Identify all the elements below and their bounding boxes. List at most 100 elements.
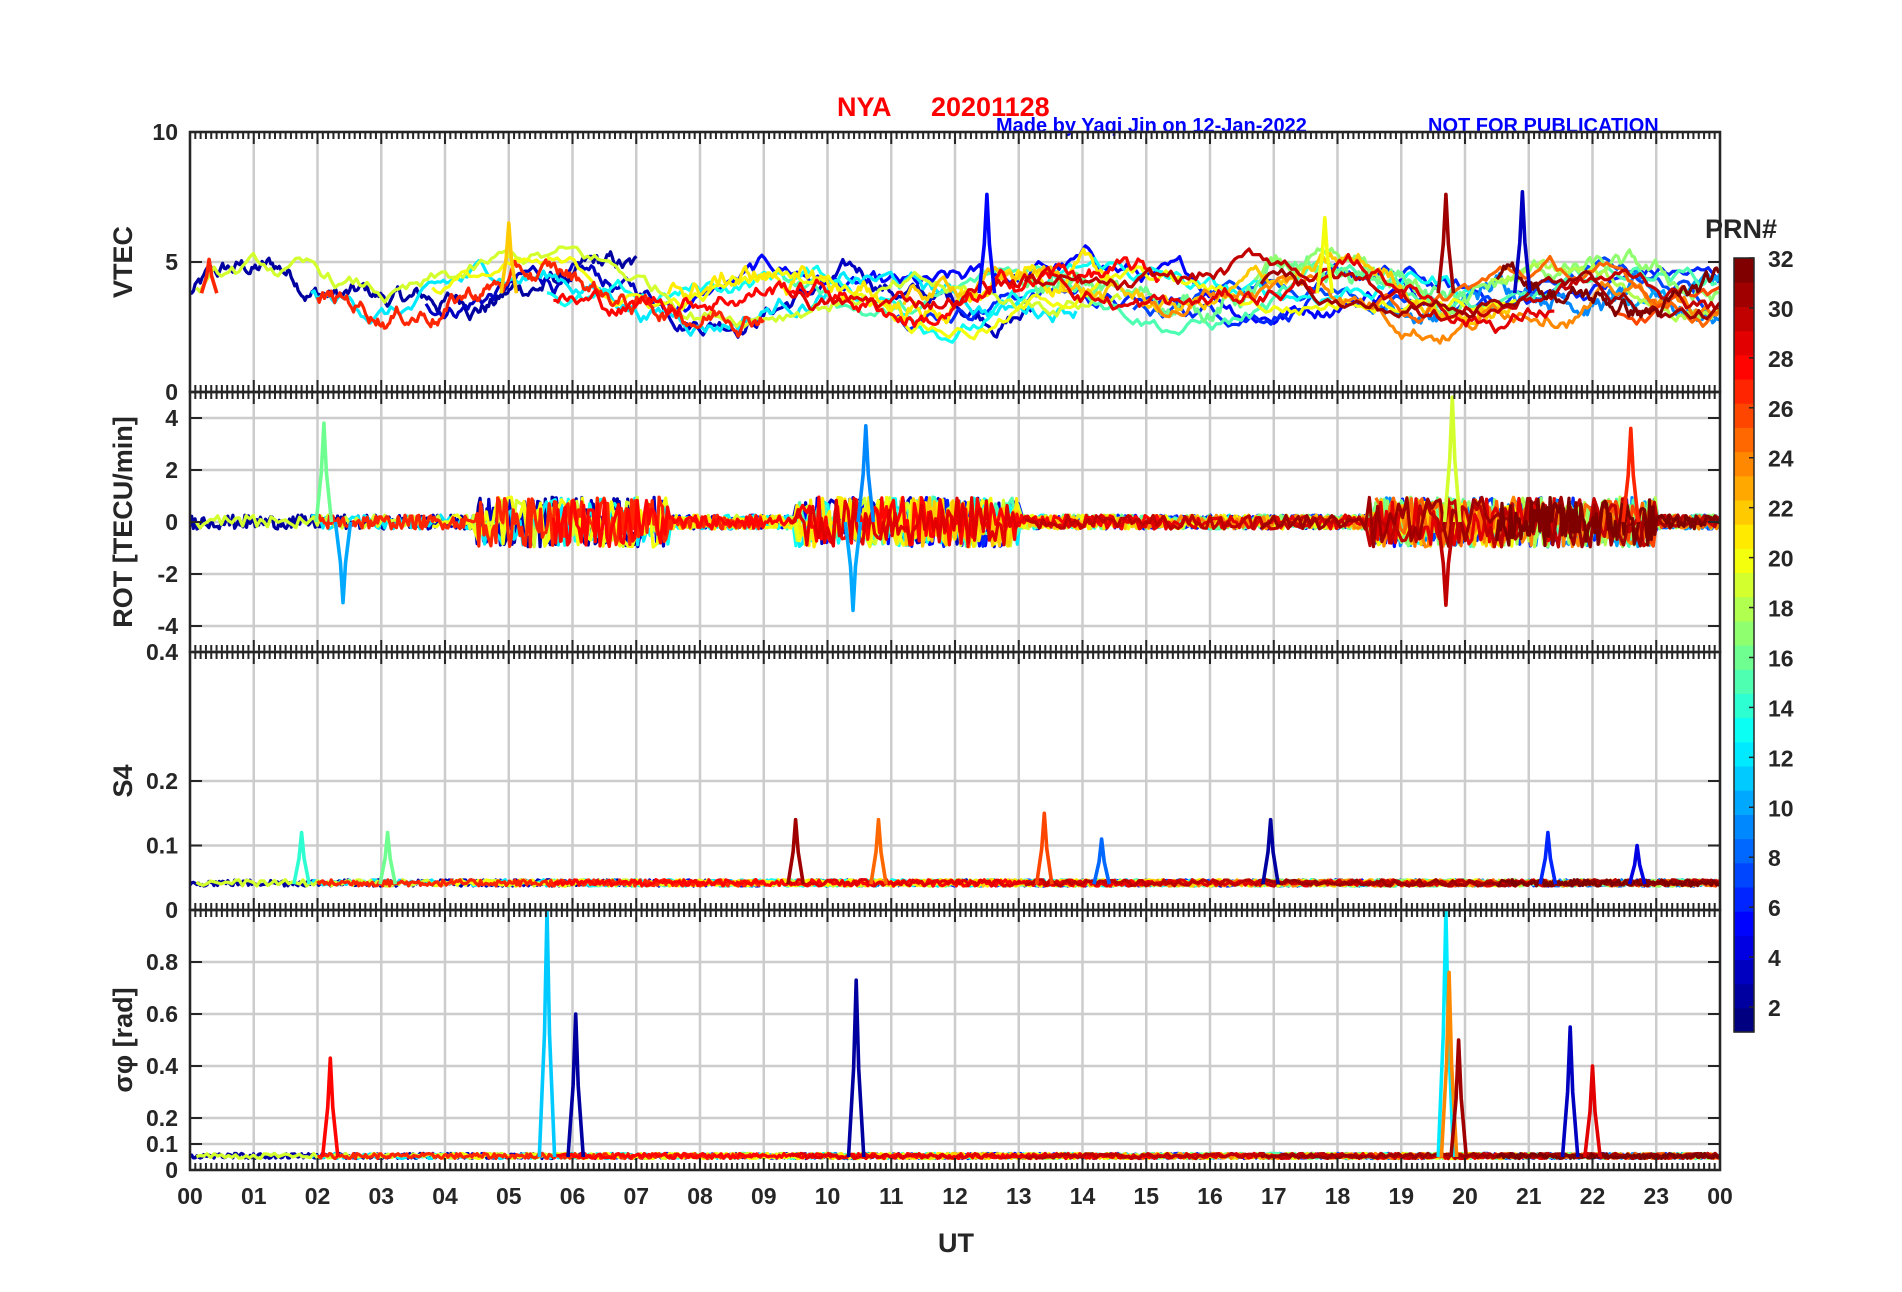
y-tick-label: 2: [165, 457, 178, 483]
colorbar-segment: [1734, 862, 1754, 888]
x-tick-label: 16: [1197, 1183, 1223, 1209]
feature-peak: [314, 421, 334, 523]
series-group: [190, 910, 1720, 1161]
x-tick-label: 14: [1070, 1183, 1096, 1209]
feature-peak: [292, 830, 311, 885]
x-tick-label: 06: [560, 1183, 586, 1209]
y-tick-label: 0.1: [146, 1131, 178, 1157]
colorbar-tick-label: 22: [1768, 496, 1794, 522]
y-tick-label: 10: [152, 119, 178, 145]
series-prn-28: [551, 495, 1161, 549]
y-tick-label: 0: [165, 509, 178, 535]
y-tick-label: 0: [165, 379, 178, 405]
colorbar-segment: [1734, 282, 1754, 307]
colorbar-segment: [1734, 645, 1754, 670]
series-group: [190, 190, 1720, 345]
series-prn-17: [1253, 246, 1720, 321]
panel-1: 0 5 10 VTEC: [108, 119, 1722, 405]
colorbar-segment: [1734, 403, 1754, 428]
x-tick-label: 02: [305, 1183, 331, 1209]
feature-peak: [378, 830, 398, 885]
colorbar-tick-label: 20: [1768, 546, 1794, 572]
series-prn-31: [1259, 495, 1720, 549]
colorbar-segment: [1734, 524, 1754, 549]
colorbar-segment: [1734, 548, 1754, 574]
x-tick-label: 17: [1261, 1183, 1287, 1209]
y-tick-label: 0.1: [146, 833, 178, 859]
y-tick-label: 0: [165, 897, 178, 923]
colorbar-segment: [1734, 499, 1754, 525]
title-station: NYA: [837, 92, 892, 122]
feature-peak: [537, 910, 557, 1158]
panel-4: 00.10.2 0.4 0.6 0.8 σφ [rad]: [108, 908, 1722, 1183]
y-tick-label: -2: [158, 561, 178, 587]
feature-peak: [1439, 970, 1459, 1158]
y-axis-label: VTEC: [108, 226, 138, 298]
colorbar-segment: [1734, 693, 1754, 719]
colorbar-segment: [1734, 669, 1754, 694]
y-tick-label: 0.2: [146, 1105, 178, 1131]
feature-peak: [846, 978, 866, 1158]
x-tick-label: 00: [1707, 1183, 1733, 1209]
feature-peak: [1449, 1038, 1469, 1158]
series-prn-27: [315, 258, 765, 338]
y-tick-label: 0.4: [146, 639, 178, 665]
y-tick-label: 0.2: [146, 768, 178, 794]
title-date: 20201128: [931, 92, 1050, 122]
colorbar-segment: [1734, 427, 1754, 453]
feature-peak: [843, 521, 863, 613]
series-prn-28: [553, 256, 1161, 328]
x-tick-label: 11: [879, 1183, 904, 1209]
feature-peak: [786, 817, 806, 885]
y-tick-label: 4: [165, 405, 178, 431]
feature-peak: [1583, 1064, 1602, 1158]
feature-peak: [977, 192, 997, 294]
x-tick-label: 01: [241, 1183, 267, 1209]
feature-peak: [320, 1056, 340, 1158]
x-tick-label: 22: [1580, 1183, 1606, 1209]
colorbar-segment: [1734, 911, 1754, 936]
x-tick-label: 04: [432, 1183, 458, 1209]
feature-peak: [1436, 521, 1456, 608]
colorbar-segment: [1734, 886, 1754, 912]
colorbar-segment: [1734, 596, 1754, 622]
colorbar-segment: [1734, 717, 1754, 743]
colorbar-tick-label: 10: [1768, 795, 1794, 821]
feature-peak: [1315, 216, 1335, 294]
colorbar-label: PRN#: [1705, 214, 1777, 244]
x-axis: 00 01 02 03 04 05 06 07 08 09 10 11 12 13 14 15 16 17 18 19…: [177, 1183, 1733, 1209]
colorbar-segment: [1734, 741, 1754, 767]
y-tick-label: 0.4: [146, 1053, 178, 1079]
y-tick-label: -4: [158, 613, 179, 639]
colorbar-segment: [1734, 258, 1754, 283]
feature-peak: [499, 221, 519, 294]
colorbar-segment: [1734, 1007, 1754, 1033]
x-tick-label: 20: [1452, 1183, 1478, 1209]
colorbar-tick-label: 18: [1768, 596, 1794, 622]
colorbar-segment: [1734, 814, 1754, 840]
series-group: [190, 811, 1720, 888]
x-tick-label: 07: [623, 1183, 649, 1209]
feature-peak: [1621, 426, 1641, 523]
colorbar-segment: [1734, 475, 1754, 501]
colorbar-tick-label: 28: [1768, 346, 1794, 372]
series-prn-29: [788, 252, 1555, 334]
x-tick-label: 23: [1643, 1183, 1669, 1209]
colorbar-segment: [1734, 306, 1754, 332]
feature-peak: [333, 521, 353, 605]
x-tick-label: 10: [815, 1183, 841, 1209]
y-tick-label: 0.8: [146, 949, 178, 975]
x-tick-label: 19: [1388, 1183, 1414, 1209]
colorbar-segment: [1734, 330, 1754, 356]
colorbar-segment: [1734, 451, 1754, 477]
feature-peak: [566, 1012, 586, 1158]
y-axis-label: σφ [rad]: [108, 987, 138, 1092]
feature-peak: [1261, 817, 1280, 885]
colorbar-tick-label: 26: [1768, 396, 1794, 422]
feature-peak: [1034, 811, 1054, 885]
x-tick-label: 08: [687, 1183, 713, 1209]
x-tick-label: 13: [1006, 1183, 1032, 1209]
colorbar-tick-label: 12: [1768, 745, 1794, 771]
